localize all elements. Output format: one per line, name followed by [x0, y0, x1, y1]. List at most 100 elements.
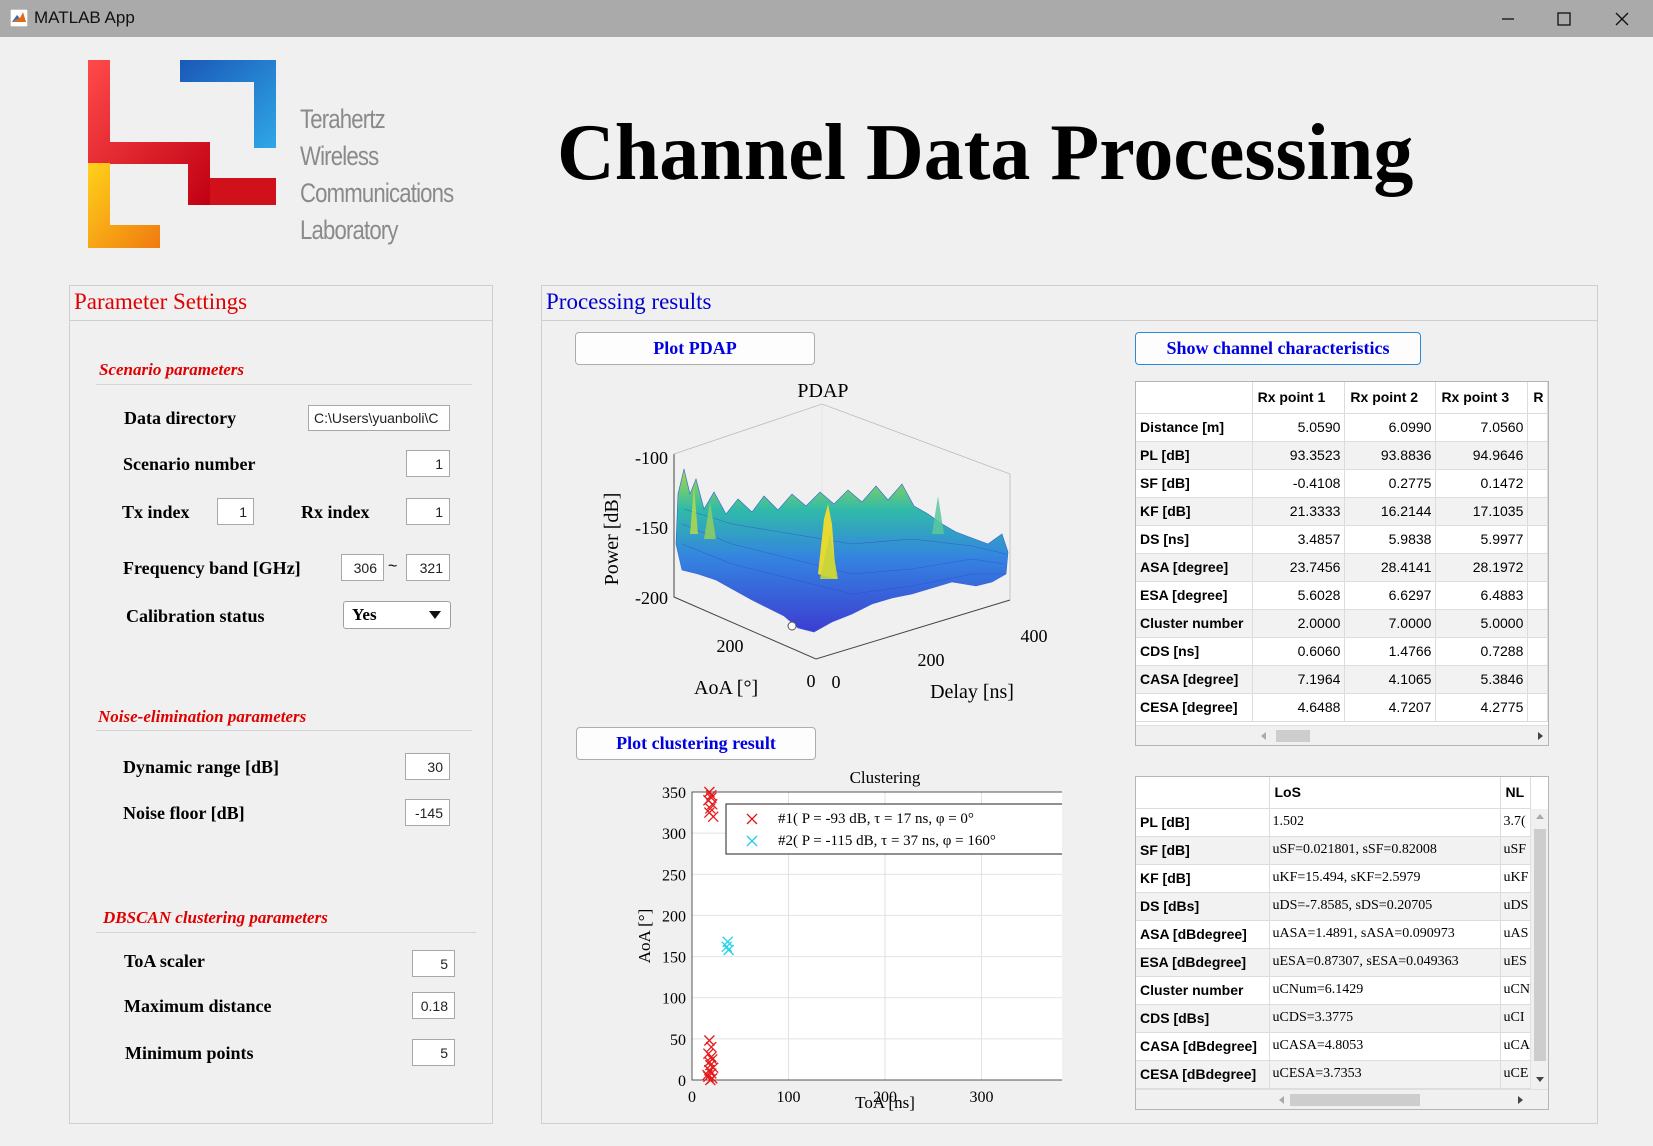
table-row[interactable]: PL [dB] 1.502 3.7( [1136, 808, 1531, 837]
table-cell: 94.9646 [1435, 441, 1529, 470]
clustering-plot[interactable]: Clustering 0100200300400 050100150200250… [582, 764, 1062, 1122]
table-cell [1527, 441, 1548, 470]
char-table-hscrollbar[interactable] [1136, 725, 1548, 745]
y-tick-label: 300 [662, 826, 686, 843]
row-header: CASA [degree] [1136, 665, 1253, 694]
table-row[interactable]: ESA [dBdegree] uESA=0.87307, sESA=0.04936… [1136, 948, 1531, 977]
table-row[interactable]: SF [dB] uSF=0.021801, sSF=0.82008 uSF [1136, 836, 1531, 865]
lab-logo: Terahertz Wireless Communications Labora… [88, 60, 488, 260]
row-header: CDS [dBs] [1136, 1004, 1270, 1033]
table-row[interactable]: CASA [degree] 7.1964 4.1065 5.3846 [1136, 665, 1548, 694]
close-button[interactable] [1594, 0, 1650, 37]
stat-table-scroll-thumb[interactable] [1290, 1094, 1420, 1106]
scroll-right-icon[interactable] [1516, 1096, 1524, 1104]
table-row[interactable]: Cluster number 2.0000 7.0000 5.0000 [1136, 609, 1548, 638]
stat-table-hscrollbar[interactable] [1136, 1089, 1548, 1109]
pdap-plot[interactable]: PDAP -100 -150 -200 Power [dB] 200 0 AoA… [592, 374, 1092, 714]
chevron-down-icon [429, 611, 441, 619]
scroll-down-icon[interactable] [1536, 1075, 1544, 1083]
frequency-low-input[interactable]: 306 [341, 554, 384, 581]
rx-index-input[interactable]: 1 [406, 498, 450, 525]
scroll-left-icon[interactable] [1260, 732, 1268, 740]
minimize-button[interactable] [1480, 0, 1536, 37]
data-point-series-1 [705, 792, 717, 804]
table-cell: uASA=1.4891, sASA=0.090973 [1269, 920, 1501, 949]
table-cell: 6.4883 [1435, 581, 1529, 610]
rx-index-label: Rx index [301, 502, 370, 522]
table-cell: 5.9977 [1435, 525, 1529, 554]
table-row[interactable]: ASA [degree] 23.7456 28.4141 28.1972 [1136, 553, 1548, 582]
row-header: KF [dB] [1136, 497, 1253, 526]
stat-header-1: LoS [1269, 777, 1501, 809]
calibration-status-value: Yes [352, 605, 377, 624]
row-header: ASA [degree] [1136, 553, 1253, 582]
maximum-distance-input[interactable]: 0.18 [412, 992, 455, 1019]
data-point-series-2 [723, 944, 735, 956]
maximize-button[interactable] [1536, 0, 1592, 37]
table-row[interactable]: DS [ns] 3.4857 5.9838 5.9977 [1136, 525, 1548, 554]
table-row[interactable]: ESA [degree] 5.6028 6.6297 6.4883 [1136, 581, 1548, 610]
table-row[interactable]: DS [dBs] uDS=-7.8585, sDS=0.20705 uDS [1136, 892, 1531, 921]
legend-entry-1: #1( P = -93 dB, τ = 17 ns, φ = 0° [778, 811, 974, 827]
table-row[interactable]: PL [dB] 93.3523 93.8836 94.9646 [1136, 441, 1548, 470]
table-cell: uDS [1500, 892, 1531, 921]
pdap-zlabel: Power [dB] [601, 493, 623, 586]
row-header: SF [dB] [1136, 836, 1270, 865]
stat-table-vscroll-thumb[interactable] [1534, 829, 1546, 1061]
y-tick-label: 200 [662, 908, 686, 925]
table-row[interactable]: CDS [dBs] uCDS=3.3775 uCI [1136, 1004, 1531, 1033]
plot-pdap-button[interactable]: Plot PDAP [575, 332, 815, 365]
table-cell: 16.2144 [1344, 497, 1437, 526]
frequency-high-input[interactable]: 321 [406, 554, 450, 581]
table-cell: uCI [1500, 1004, 1531, 1033]
table-row[interactable]: CESA [degree] 4.6488 4.7207 4.2775 [1136, 693, 1548, 722]
char-table-scroll-thumb[interactable] [1276, 730, 1310, 742]
calibration-status-dropdown[interactable]: Yes [343, 601, 451, 629]
table-row[interactable]: ASA [dBdegree] uASA=1.4891, sASA=0.090973… [1136, 920, 1531, 949]
table-cell: uES [1500, 948, 1531, 977]
table-cell: 1.4766 [1344, 637, 1437, 666]
scroll-left-icon[interactable] [1278, 1096, 1286, 1104]
table-row[interactable]: CASA [dBdegree] uCASA=4.8053 uCA [1136, 1032, 1531, 1061]
tx-index-input[interactable]: 1 [217, 498, 254, 525]
data-point-series-1 [705, 789, 717, 801]
pdap-ylabel: Delay [ns] [930, 681, 1014, 703]
table-row[interactable]: Cluster number uCNum=6.1429 uCN [1136, 976, 1531, 1005]
row-header: SF [dB] [1136, 469, 1253, 498]
table-cell: 28.1972 [1435, 553, 1529, 582]
toa-scaler-input[interactable]: 5 [412, 950, 455, 977]
table-cell: 7.1964 [1252, 665, 1346, 694]
table-cell: uCE [1500, 1060, 1531, 1089]
row-header: Distance [m] [1136, 413, 1253, 442]
minimum-points-label: Minimum points [125, 1043, 254, 1063]
noise-floor-input[interactable]: -145 [405, 799, 450, 826]
table-row[interactable]: KF [dB] 21.3333 16.2144 17.1035 [1136, 497, 1548, 526]
table-row[interactable]: CDS [ns] 0.6060 1.4766 0.7288 [1136, 637, 1548, 666]
table-cell: 3.4857 [1252, 525, 1346, 554]
legend-entry-2: #2( P = -115 dB, τ = 37 ns, φ = 160° [778, 833, 996, 849]
stat-table-vscrollbar[interactable] [1530, 809, 1548, 1089]
table-row[interactable]: Distance [m] 5.0590 6.0990 7.0560 [1136, 413, 1548, 442]
table-row[interactable]: SF [dB] -0.4108 0.2775 0.1472 [1136, 469, 1548, 498]
pdap-delay-tick-1: 0 [832, 672, 841, 692]
data-directory-input[interactable]: C:\Users\yuanboli\C [308, 405, 450, 431]
stat-header-0 [1136, 777, 1270, 809]
processing-results-title: Processing results [546, 289, 712, 314]
x-tick-label: 100 [777, 1089, 801, 1106]
show-channel-characteristics-button[interactable]: Show channel characteristics [1135, 332, 1421, 365]
minimum-points-input[interactable]: 5 [412, 1039, 455, 1066]
data-point-series-1 [705, 1041, 717, 1053]
table-cell: 7.0000 [1344, 609, 1437, 638]
scenario-number-input[interactable]: 1 [406, 450, 450, 477]
table-cell [1527, 413, 1548, 442]
scroll-right-icon[interactable] [1536, 732, 1544, 740]
row-header: CESA [degree] [1136, 693, 1253, 722]
table-row[interactable]: CESA [dBdegree] uCESA=3.7353 uCE [1136, 1060, 1531, 1089]
statistics-table[interactable]: LoS NL PL [dB] 1.502 3.7(SF [dB] uSF=0.02180… [1135, 776, 1549, 1110]
plot-clustering-result-button[interactable]: Plot clustering result [576, 727, 816, 760]
dynamic-range-input[interactable]: 30 [405, 753, 450, 780]
dbscan-section-title: DBSCAN clustering parameters [103, 908, 328, 927]
scroll-up-icon[interactable] [1536, 813, 1544, 821]
table-row[interactable]: KF [dB] uKF=15.494, sKF=2.5979 uKF [1136, 864, 1531, 893]
